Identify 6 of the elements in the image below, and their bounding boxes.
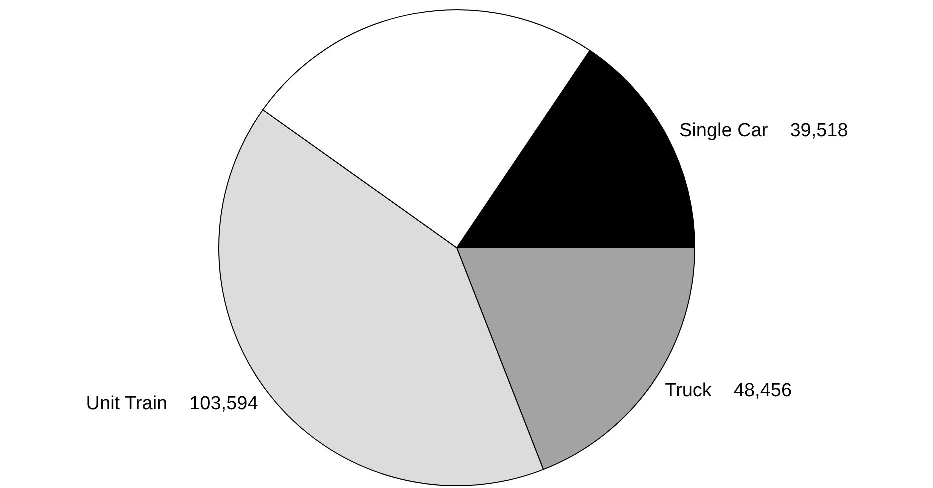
slice-label: Truck [665,380,712,402]
slice-label: Single Car [679,120,769,142]
slice-label: Unit Train [86,394,168,415]
data-label: 103,594 [190,394,259,415]
data-label: 48,456 [734,380,792,402]
data-label: 39,518 [790,120,848,142]
